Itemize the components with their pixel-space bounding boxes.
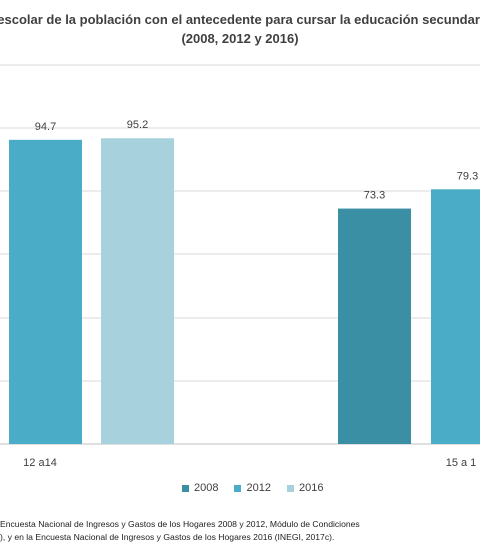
source-note: Encuesta Nacional de Ingresos y Gastos d… — [0, 518, 360, 544]
bar-2012-1 — [431, 189, 480, 444]
source-line1: Encuesta Nacional de Ingresos y Gastos d… — [0, 519, 360, 529]
legend-label-2008: 2008 — [194, 482, 219, 494]
source-line2: ), y en la Encuesta Nacional de Ingresos… — [0, 532, 335, 542]
data-label-2012-1: 79.3 — [457, 170, 478, 182]
chart-title-line1: escolar de la población con el anteceden… — [0, 12, 480, 27]
bar-2012-0 — [9, 139, 82, 445]
data-label-2012-0: 94.7 — [35, 121, 56, 133]
legend-swatch-2012 — [234, 484, 242, 492]
data-label-2008-1: 73.3 — [364, 190, 385, 202]
legend-label-2012: 2012 — [246, 482, 271, 494]
legend-swatch-2016 — [286, 484, 294, 492]
data-label-2016-0: 95.2 — [127, 119, 148, 131]
bar-2008-1 — [338, 208, 411, 444]
category-label-1: 15 a 1 — [446, 457, 477, 469]
legend-swatch-2008 — [182, 484, 189, 492]
legend-label-2016: 2016 — [298, 482, 324, 494]
legend-item-2016: 2016 — [286, 482, 324, 494]
legend-item-2012: 2012 — [234, 482, 271, 494]
legend-item-2008: 2008 — [182, 482, 218, 494]
chart-legend: 2008 2012 2016 — [182, 482, 323, 494]
bar-chart: 94.7 95.2 12 a14 73.3 79.3 15 a 1 — [0, 64, 480, 469]
bar-2016-0 — [101, 138, 174, 444]
category-label-0: 12 a14 — [23, 457, 57, 469]
chart-title-line2: (2008, 2012 y 2016) — [181, 31, 299, 46]
